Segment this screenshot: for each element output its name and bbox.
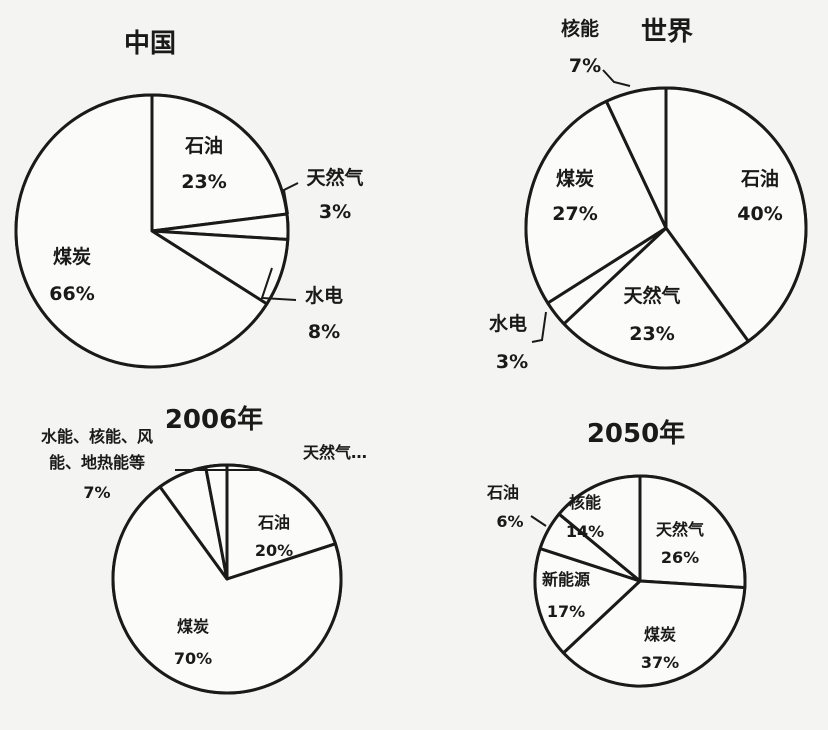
slice-value-world-1: 23% [629, 323, 674, 345]
pie-slice-2050-0 [638, 474, 747, 590]
slice-name-china-3: 煤炭 [53, 246, 91, 268]
slice-name-2006-0: 石油 [257, 513, 290, 532]
slice-name-china-1: 天然气 [306, 166, 363, 189]
leader-line-china-0 [282, 182, 299, 215]
leader-line-world-0 [531, 311, 547, 343]
slice-value-china-1: 3% [319, 201, 351, 223]
slice-value-2050-3: 6% [496, 512, 523, 531]
slice-value-2006-0: 20% [255, 541, 293, 560]
slice-name-china-2: 水电 [305, 284, 343, 307]
pie-slice-world-1 [562, 226, 750, 370]
pie-slice-world-4 [604, 86, 668, 230]
slice-value-2006-2: 7% [83, 483, 110, 502]
slice-value-world-4: 7% [569, 55, 601, 77]
leader-line-china-1 [260, 267, 297, 301]
pie-slice-2050-2 [533, 547, 642, 655]
leader-line-2050-0 [530, 515, 547, 527]
slice-name-world-1: 天然气 [623, 284, 680, 307]
slice-value-china-2: 8% [308, 321, 340, 343]
pie-slice-2006-0 [225, 463, 337, 581]
pie-slice-world-0 [664, 86, 808, 343]
slice-value-2050-1: 37% [641, 653, 679, 672]
slice-value-world-3: 27% [552, 203, 597, 225]
pie-slice-2006-3 [204, 463, 229, 581]
slice-name-2006-1: 煤炭 [177, 617, 209, 636]
title-2050: 2050年 [587, 418, 685, 449]
slice-name-2050-2: 新能源 [542, 570, 590, 589]
slice-name-2050-4: 核能 [569, 493, 601, 512]
pie-slice-world-3 [524, 99, 668, 305]
slice-value-2050-0: 26% [661, 548, 699, 567]
slice-name-world-3: 煤炭 [556, 168, 594, 190]
slice-name-2006-3: 天然气… [303, 443, 367, 462]
slice-name-world-0: 石油 [740, 168, 779, 190]
pie-slice-2050-4 [557, 474, 642, 583]
title-world: 世界 [641, 17, 693, 47]
slice-name-2050-3: 石油 [486, 483, 519, 502]
slice-value-world-2: 3% [496, 351, 528, 373]
slice-name-world-2: 水电 [489, 312, 527, 335]
pie-slice-china-3 [14, 93, 269, 369]
title-2006: 2006年 [165, 404, 263, 435]
slice-value-2006-1: 70% [174, 649, 212, 668]
slice-value-2050-4: 14% [566, 522, 604, 541]
title-china: 中国 [124, 29, 176, 59]
slice-name-2050-1: 煤炭 [644, 625, 676, 644]
slice-name-2006-2: 水能、核能、风能、地热能等 [41, 427, 153, 472]
slice-value-china-3: 66% [49, 283, 94, 305]
pie-slice-china-0 [150, 93, 289, 233]
pie-slice-2050-1 [561, 579, 747, 688]
slice-value-2050-2: 17% [547, 602, 585, 621]
slice-name-world-4: 核能 [561, 17, 599, 40]
pie-slice-2006-1 [111, 485, 343, 695]
slice-value-world-0: 40% [737, 203, 782, 225]
leader-line-world-1 [602, 69, 631, 87]
slice-value-china-0: 23% [181, 171, 226, 193]
slice-name-china-0: 石油 [184, 135, 223, 157]
slice-name-2050-0: 天然气 [656, 520, 704, 539]
